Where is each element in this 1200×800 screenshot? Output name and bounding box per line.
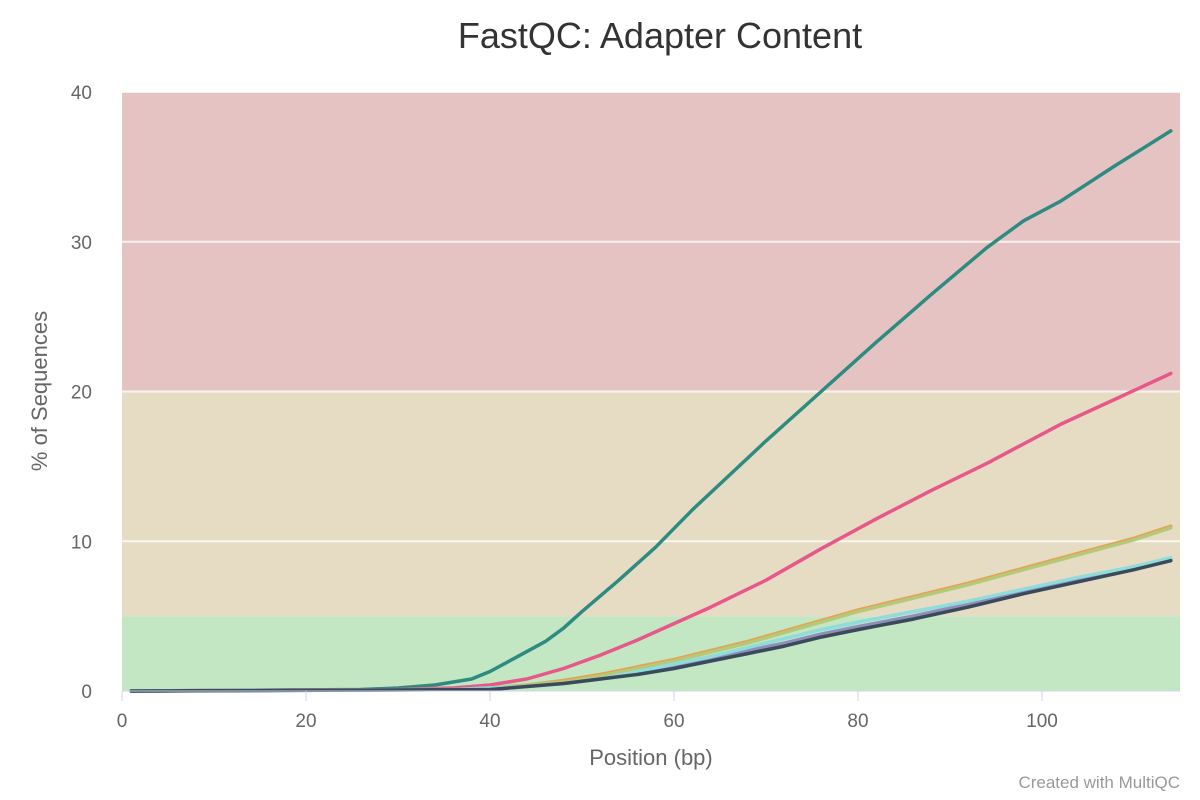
x-tick-label-20: 20 — [295, 711, 316, 732]
y-tick-labels: 0 10 20 30 40 — [71, 83, 92, 703]
x-axis-label: Position (bp) — [589, 745, 713, 770]
x-tick-label-60: 60 — [663, 711, 684, 732]
grid-lines — [122, 91, 1180, 543]
y-tick-label-10: 10 — [71, 532, 92, 553]
y-axis-label: % of Sequences — [27, 311, 52, 471]
y-tick-label-20: 20 — [71, 383, 92, 404]
series-line-7 — [129, 558, 1173, 693]
x-tick-labels: 0 20 40 60 80 100 — [117, 711, 1058, 732]
y-tick-label-40: 40 — [71, 83, 92, 104]
x-tick-label-80: 80 — [847, 711, 868, 732]
series-lines — [129, 129, 1173, 693]
threshold-band-0 — [122, 616, 1180, 691]
series-line-2 — [129, 371, 1173, 693]
x-tick-label-100: 100 — [1026, 711, 1058, 732]
chart-title: FastQC: Adapter Content — [458, 15, 862, 56]
y-tick-label-0: 0 — [81, 682, 92, 703]
x-tick-label-0: 0 — [117, 711, 128, 732]
axes — [121, 690, 1180, 701]
x-tick-label-40: 40 — [479, 711, 500, 732]
multiqc-credit[interactable]: Created with MultiQC — [1018, 773, 1180, 792]
series-line-1 — [129, 129, 1173, 693]
threshold-band-1 — [122, 391, 1180, 617]
y-tick-label-30: 30 — [71, 233, 92, 254]
